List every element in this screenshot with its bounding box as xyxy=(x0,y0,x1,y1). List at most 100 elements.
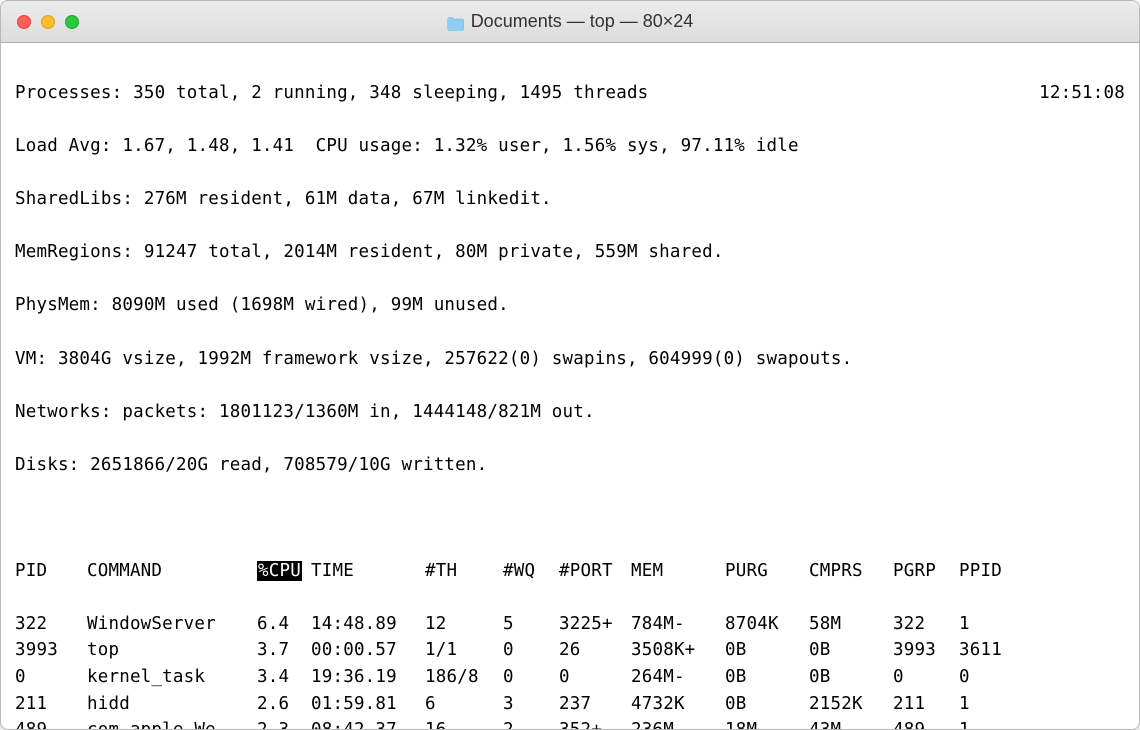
cell-mem: 784M- xyxy=(631,611,725,638)
col-header-purg: PURG xyxy=(725,558,809,585)
col-header-port: #PORT xyxy=(559,558,631,585)
cell-ppid: 1 xyxy=(959,691,1009,718)
cell-ppid: 1 xyxy=(959,611,1009,638)
cell-pgrp: 0 xyxy=(893,664,959,691)
cell-cmprs: 43M xyxy=(809,717,893,730)
folder-icon xyxy=(447,15,465,29)
cell-port: 237 xyxy=(559,691,631,718)
cell-th: 12 xyxy=(425,611,503,638)
cell-pid: 489 xyxy=(15,717,87,730)
cell-purg: 0B xyxy=(725,664,809,691)
cell-port: 26 xyxy=(559,637,631,664)
cell-time: 01:59.81 xyxy=(311,691,425,718)
cell-cpu: 2.6 xyxy=(257,691,311,718)
cell-wq: 0 xyxy=(503,664,559,691)
cell-ppid: 3611 xyxy=(959,637,1009,664)
cell-cmd: hidd xyxy=(87,691,257,718)
cell-th: 16 xyxy=(425,717,503,730)
minimize-button[interactable] xyxy=(41,15,55,29)
table-header-row: PIDCOMMAND%CPU TIME#TH#WQ#PORTMEMPURGCMPR… xyxy=(15,558,1125,585)
cell-wq: 5 xyxy=(503,611,559,638)
summary-load: Load Avg: 1.67, 1.48, 1.41 CPU usage: 1.… xyxy=(15,133,1125,160)
cell-mem: 264M- xyxy=(631,664,725,691)
col-header-time: TIME xyxy=(311,558,425,585)
processes-text: Processes: 350 total, 2 running, 348 sle… xyxy=(15,83,648,103)
cell-purg: 0B xyxy=(725,691,809,718)
cell-cmd: WindowServer xyxy=(87,611,257,638)
cell-pid: 322 xyxy=(15,611,87,638)
col-header-mem: MEM xyxy=(631,558,725,585)
col-header-wq: #WQ xyxy=(503,558,559,585)
titlebar[interactable]: Documents — top — 80×24 xyxy=(1,1,1139,43)
cell-cpu: 3.4 xyxy=(257,664,311,691)
sort-indicator: %CPU xyxy=(257,561,302,581)
cell-wq: 3 xyxy=(503,691,559,718)
cell-cmprs: 58M xyxy=(809,611,893,638)
cell-cpu: 6.4 xyxy=(257,611,311,638)
col-header-pgrp: PGRP xyxy=(893,558,959,585)
table-row: 3993top3.700:00.571/10263508K+0B0B399336… xyxy=(15,637,1125,664)
cell-cpu: 2.3 xyxy=(257,717,311,730)
cell-ppid: 0 xyxy=(959,664,1009,691)
clock-time: 12:51:08 xyxy=(1039,80,1125,107)
cell-pid: 0 xyxy=(15,664,87,691)
cell-cpu: 3.7 xyxy=(257,637,311,664)
cell-purg: 8704K xyxy=(725,611,809,638)
cell-pid: 3993 xyxy=(15,637,87,664)
summary-vm: VM: 3804G vsize, 1992M framework vsize, … xyxy=(15,346,1125,373)
cell-pid: 211 xyxy=(15,691,87,718)
summary-physmem: PhysMem: 8090M used (1698M wired), 99M u… xyxy=(15,292,1125,319)
cell-cmd: com.apple.We xyxy=(87,717,257,730)
window-title: Documents — top — 80×24 xyxy=(471,11,694,32)
terminal-window: Documents — top — 80×24 Processes: 350 t… xyxy=(0,0,1140,730)
table-row: 0kernel_task3.419:36.19186/800264M-0B0B0… xyxy=(15,664,1125,691)
summary-processes: Processes: 350 total, 2 running, 348 sle… xyxy=(15,80,1125,107)
col-header-cmprs: CMPRS xyxy=(809,558,893,585)
summary-disks: Disks: 2651866/20G read, 708579/10G writ… xyxy=(15,452,1125,479)
cell-mem: 4732K xyxy=(631,691,725,718)
traffic-lights xyxy=(17,15,79,29)
cell-time: 08:42.37 xyxy=(311,717,425,730)
cell-wq: 2 xyxy=(503,717,559,730)
cell-time: 14:48.89 xyxy=(311,611,425,638)
title-section: Documents — top — 80×24 xyxy=(447,11,694,32)
maximize-button[interactable] xyxy=(65,15,79,29)
table-row: 211hidd2.601:59.81632374732K0B2152K2111 xyxy=(15,691,1125,718)
cell-mem: 236M- xyxy=(631,717,725,730)
cell-pgrp: 211 xyxy=(893,691,959,718)
summary-networks: Networks: packets: 1801123/1360M in, 144… xyxy=(15,399,1125,426)
table-row: 322WindowServer6.414:48.891253225+784M-8… xyxy=(15,611,1125,638)
table-row: 489com.apple.We2.308:42.37162352+236M-18… xyxy=(15,717,1125,730)
cell-cmprs: 0B xyxy=(809,664,893,691)
cell-cmd: top xyxy=(87,637,257,664)
col-header-ppid: PPID xyxy=(959,558,1009,585)
cell-port: 0 xyxy=(559,664,631,691)
cell-th: 6 xyxy=(425,691,503,718)
cell-wq: 0 xyxy=(503,637,559,664)
cell-mem: 3508K+ xyxy=(631,637,725,664)
cell-time: 19:36.19 xyxy=(311,664,425,691)
summary-memregions: MemRegions: 91247 total, 2014M resident,… xyxy=(15,239,1125,266)
cell-time: 00:00.57 xyxy=(311,637,425,664)
cell-pgrp: 3993 xyxy=(893,637,959,664)
cell-port: 3225+ xyxy=(559,611,631,638)
cell-th: 1/1 xyxy=(425,637,503,664)
col-header-pid: PID xyxy=(15,558,87,585)
col-header-th: #TH xyxy=(425,558,503,585)
cell-cmprs: 2152K xyxy=(809,691,893,718)
cell-cmd: kernel_task xyxy=(87,664,257,691)
close-button[interactable] xyxy=(17,15,31,29)
cell-purg: 18M xyxy=(725,717,809,730)
cell-pgrp: 322 xyxy=(893,611,959,638)
terminal-output[interactable]: Processes: 350 total, 2 running, 348 sle… xyxy=(1,43,1139,730)
cell-cmprs: 0B xyxy=(809,637,893,664)
cell-purg: 0B xyxy=(725,637,809,664)
process-table: PIDCOMMAND%CPU TIME#TH#WQ#PORTMEMPURGCMPR… xyxy=(15,531,1125,730)
cell-th: 186/8 xyxy=(425,664,503,691)
col-header-command: COMMAND xyxy=(87,558,257,585)
cell-ppid: 1 xyxy=(959,717,1009,730)
col-header-cpu: %CPU xyxy=(257,558,311,585)
cell-pgrp: 489 xyxy=(893,717,959,730)
cell-port: 352+ xyxy=(559,717,631,730)
summary-sharedlibs: SharedLibs: 276M resident, 61M data, 67M… xyxy=(15,186,1125,213)
